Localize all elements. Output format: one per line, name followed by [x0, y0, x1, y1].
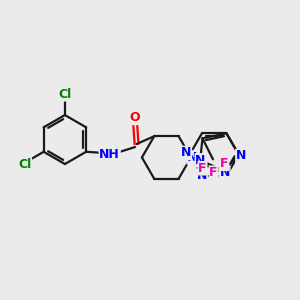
Text: N: N — [187, 151, 198, 164]
Text: F: F — [220, 157, 229, 170]
Text: Cl: Cl — [18, 158, 32, 171]
Text: N: N — [195, 154, 206, 167]
Text: F: F — [209, 166, 218, 179]
Text: O: O — [130, 112, 140, 124]
Text: Cl: Cl — [58, 88, 71, 101]
Text: F: F — [198, 162, 207, 175]
Text: N: N — [236, 149, 246, 163]
Text: N: N — [197, 169, 207, 182]
Text: N: N — [220, 166, 230, 179]
Text: NH: NH — [99, 148, 120, 161]
Text: N: N — [181, 146, 191, 160]
